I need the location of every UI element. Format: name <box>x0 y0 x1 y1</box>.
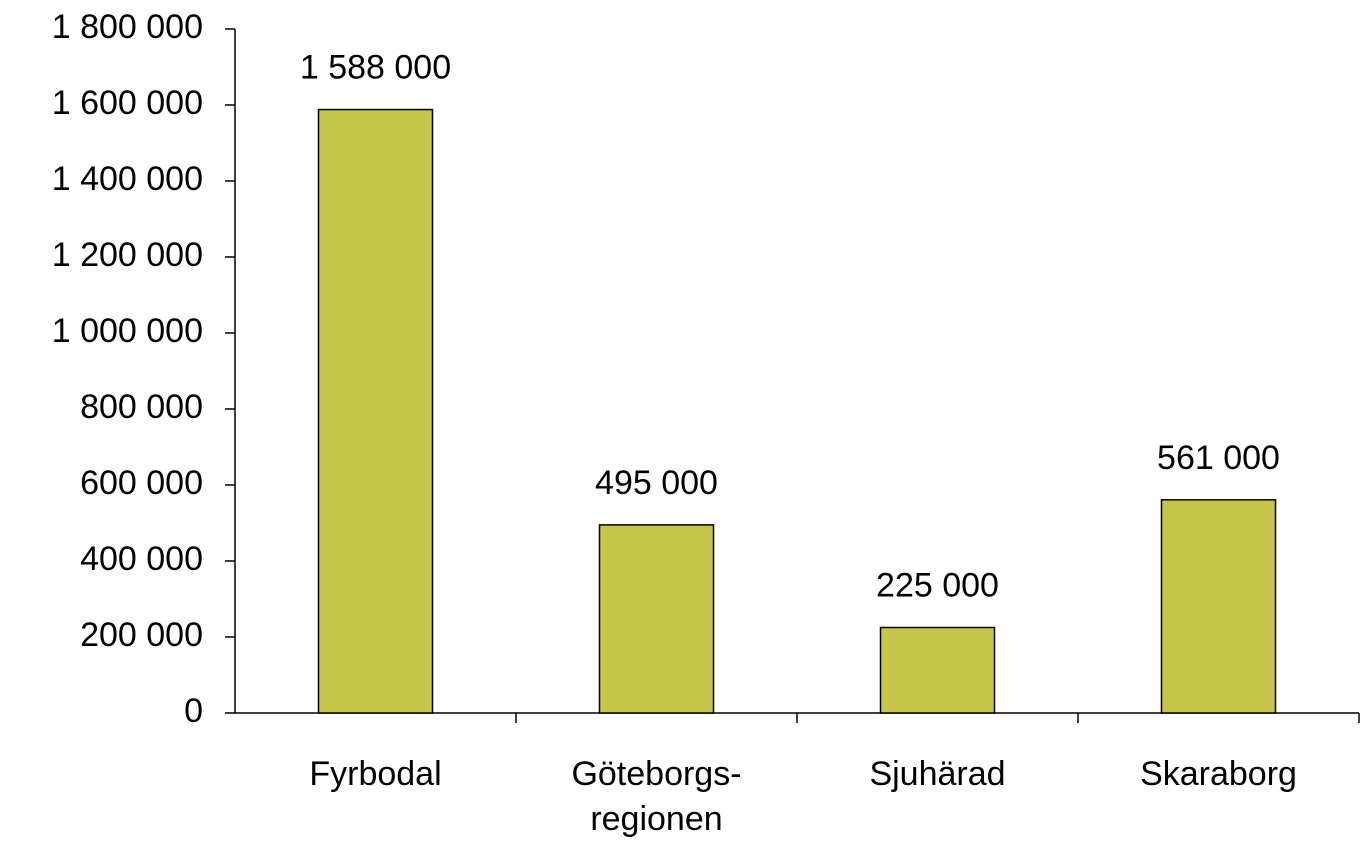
y-tick-label: 1 600 000 <box>52 84 203 122</box>
value-label: 1 588 000 <box>300 49 451 87</box>
x-tick-label: Skaraborg <box>1140 755 1297 793</box>
y-tick-label: 400 000 <box>80 540 203 578</box>
x-tick-label: Fyrbodal <box>309 755 441 793</box>
y-tick-label: 1 000 000 <box>52 312 203 350</box>
y-tick-label: 1 200 000 <box>52 236 203 274</box>
y-tick-label: 200 000 <box>80 616 203 654</box>
bar <box>598 524 715 714</box>
value-label: 495 000 <box>595 464 718 502</box>
value-label: 225 000 <box>876 566 999 604</box>
y-tick-label: 0 <box>184 692 203 730</box>
y-tick-label: 800 000 <box>80 388 203 426</box>
bar <box>879 626 996 714</box>
value-label: 561 000 <box>1157 439 1280 477</box>
x-tick-label-line: Göteborgs- <box>571 755 741 793</box>
x-tick-label: Sjuhärad <box>869 755 1005 793</box>
y-tick-label: 600 000 <box>80 464 203 502</box>
x-tick-label-line: regionen <box>590 800 722 838</box>
bar <box>1160 499 1277 714</box>
y-tick-label: 1 800 000 <box>52 8 203 46</box>
x-tick-label: Göteborgs-regionen <box>571 755 741 838</box>
y-tick-label: 1 400 000 <box>52 160 203 198</box>
bar <box>317 108 434 714</box>
